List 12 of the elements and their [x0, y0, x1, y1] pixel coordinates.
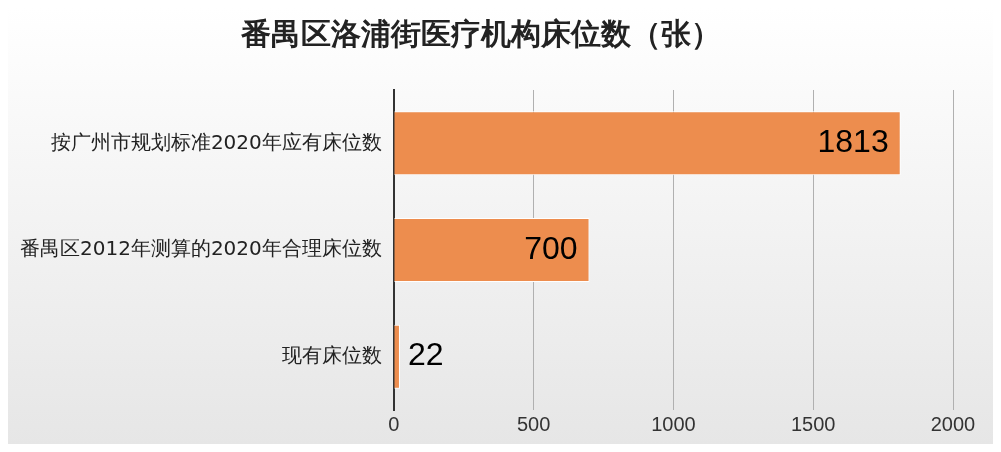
data-label: 1813 [817, 123, 889, 160]
y-tick-label: 按广州市规划标准2020年应有床位数 [50, 129, 382, 154]
data-label: 22 [407, 336, 444, 373]
x-tick-label: 1000 [651, 412, 696, 435]
x-tick-label: 2000 [930, 412, 976, 435]
x-tick-label: 0 [388, 412, 400, 435]
x-tick-label: 500 [516, 412, 551, 435]
chart-title: 番禺区洛浦街医疗机构床位数（张） [240, 15, 721, 51]
y-tick-label: 番禺区2012年测算的2020年合理床位数 [20, 236, 382, 261]
data-label: 700 [524, 229, 578, 266]
x-tick-label: 1500 [790, 412, 836, 435]
y-tick-label: 现有床位数 [281, 342, 382, 367]
